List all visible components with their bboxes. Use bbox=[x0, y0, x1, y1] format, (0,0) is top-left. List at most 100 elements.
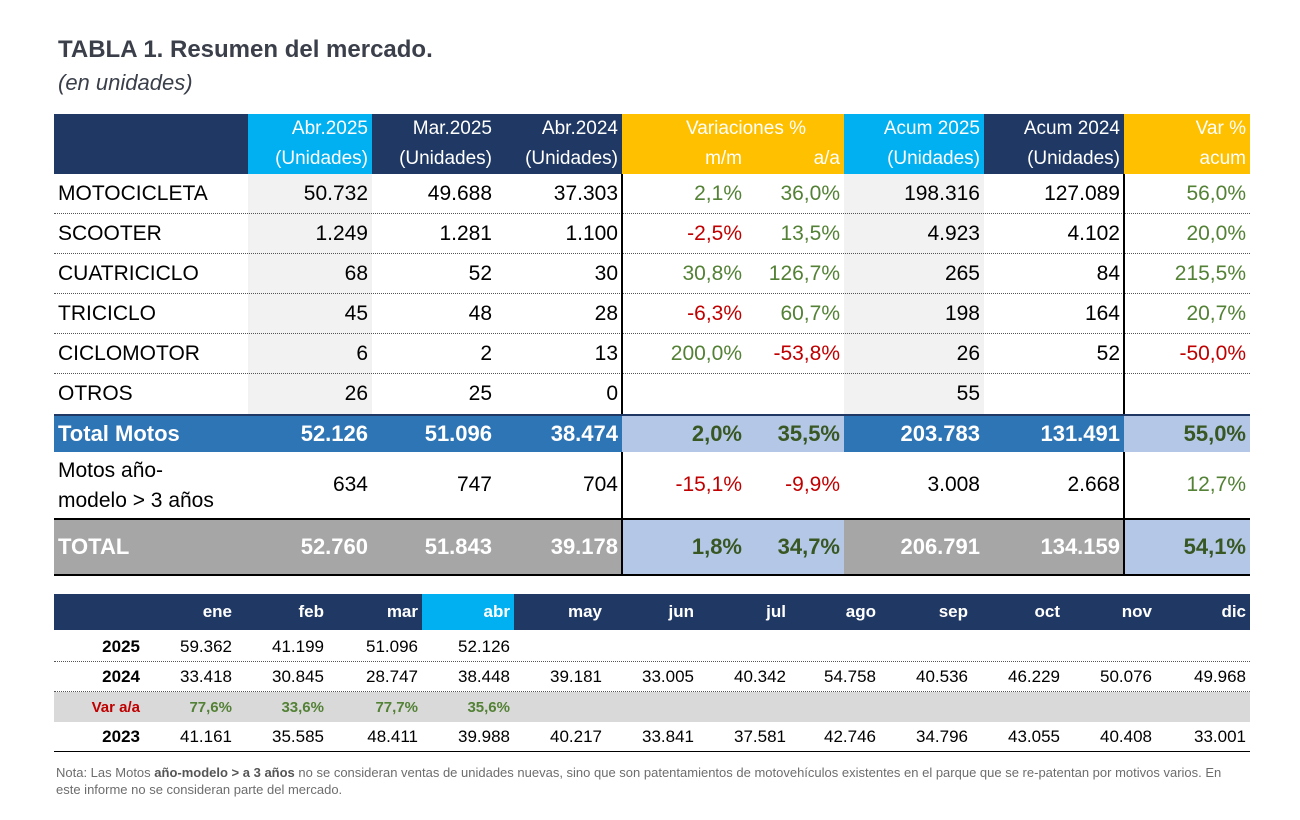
month-header: mar bbox=[386, 602, 418, 621]
cell-mar2025: 25 bbox=[468, 382, 492, 405]
month-value: 33.418 bbox=[180, 667, 232, 686]
cell-acum2024: 134.159 bbox=[1040, 534, 1120, 559]
header-varacum: Var % acum bbox=[1124, 114, 1250, 174]
cell-abr2025: 26 bbox=[344, 382, 368, 405]
cell-acum2025: 206.791 bbox=[900, 534, 980, 559]
month-header: ago bbox=[845, 602, 876, 621]
cell-abr2024: 30 bbox=[594, 261, 618, 285]
cell-mar2025: 747 bbox=[456, 473, 492, 496]
cell-varacum: 20,7% bbox=[1186, 301, 1246, 325]
cell-aa: 60,7% bbox=[780, 301, 840, 325]
monthly-header: ene feb mar abr may jun jul ago sep oct … bbox=[54, 594, 1250, 630]
cell-mar2025: 48 bbox=[468, 301, 492, 325]
highlight-abr bbox=[422, 594, 514, 630]
cell-varacum: 54,1% bbox=[1124, 520, 1250, 574]
row-label: CUATRICICLO bbox=[58, 261, 199, 285]
cell-acum2024: 84 bbox=[1096, 261, 1120, 285]
month-value: 38.448 bbox=[458, 667, 510, 686]
cell-acum2025: 203.783 bbox=[900, 421, 980, 446]
cell-abr2025: 52.760 bbox=[300, 534, 368, 559]
row-label: Motos año- modelo > 3 años bbox=[58, 459, 214, 512]
cell-aa: 126,7% bbox=[768, 261, 840, 285]
row-label: 2024 bbox=[102, 667, 140, 686]
separator-line bbox=[621, 452, 623, 520]
cell-acum2025: 198 bbox=[944, 301, 980, 325]
row-label: CICLOMOTOR bbox=[58, 341, 200, 365]
cell-abr2024: 39.178 bbox=[550, 534, 618, 559]
table-header: Abr.2025 (Unidades) Mar.2025 (Unidades) … bbox=[54, 114, 1250, 174]
cell-mm bbox=[622, 374, 746, 414]
cell-mm: 2,1% bbox=[694, 181, 742, 205]
cell-acum2025: 55 bbox=[956, 382, 980, 405]
cell-mm: -6,3% bbox=[687, 301, 742, 325]
month-header: dic bbox=[1221, 602, 1246, 621]
cell-mm: 200,0% bbox=[670, 341, 742, 365]
footnote: Nota: Las Motos año-modelo > a 3 años no… bbox=[56, 765, 1222, 797]
month-value: 42.746 bbox=[824, 727, 876, 746]
cell-aa: -9,9% bbox=[785, 473, 840, 496]
month-value: 35,6% bbox=[467, 698, 510, 716]
cell-varacum: 55,0% bbox=[1124, 416, 1250, 452]
cell-aa: 35,5% bbox=[746, 416, 844, 452]
row-label: Var a/a bbox=[91, 698, 140, 716]
header-acum2024: Acum 2024 (Unidades) bbox=[1023, 118, 1120, 169]
table-row: OTROS 26 25 0 55 bbox=[54, 374, 1250, 414]
month-header: jun bbox=[668, 602, 695, 621]
month-header: jul bbox=[766, 602, 786, 621]
row-label: TRICICLO bbox=[58, 301, 157, 325]
cell-abr2024: 37.303 bbox=[553, 181, 618, 205]
table-row: TRICICLO 45 48 28 -6,3% 60,7% 198 164 20… bbox=[54, 294, 1250, 334]
month-value: 43.055 bbox=[1008, 727, 1060, 746]
month-value: 77,7% bbox=[375, 698, 418, 716]
month-value: 28.747 bbox=[366, 667, 418, 686]
month-value: 49.968 bbox=[1194, 667, 1246, 686]
row-label: Total Motos bbox=[58, 421, 180, 446]
month-header: abr bbox=[483, 602, 510, 621]
cell-mm: 1,8% bbox=[622, 520, 746, 574]
cell-varacum bbox=[1124, 374, 1250, 414]
header-abr2024: Abr.2024 (Unidades) bbox=[525, 118, 618, 169]
month-value: 33.841 bbox=[642, 727, 694, 746]
cell-acum2024: 131.491 bbox=[1040, 421, 1120, 446]
row-label: OTROS bbox=[58, 382, 133, 405]
month-value: 33.005 bbox=[642, 667, 694, 686]
month-value: 39.988 bbox=[458, 727, 510, 746]
header-mm: m/m bbox=[705, 148, 742, 169]
cell-abr2025: 68 bbox=[344, 261, 368, 285]
separator-line bbox=[621, 174, 623, 414]
cell-acum2025: 265 bbox=[944, 261, 980, 285]
cell-mm: 30,8% bbox=[682, 261, 742, 285]
month-value: 48.411 bbox=[367, 727, 418, 746]
month-value: 30.845 bbox=[272, 667, 324, 686]
header-mar2025: Mar.2025 (Unidades) bbox=[399, 118, 492, 169]
cell-abr2025: 45 bbox=[344, 301, 368, 325]
cell-mm: -2,5% bbox=[687, 221, 742, 245]
header-variaciones-block bbox=[622, 114, 844, 174]
table-row: SCOOTER 1.249 1.281 1.100 -2,5% 13,5% 4.… bbox=[54, 214, 1250, 254]
cell-mm: -15,1% bbox=[675, 473, 742, 496]
month-header: oct bbox=[1034, 602, 1061, 621]
total-row: TOTAL 52.760 51.843 39.178 1,8% 34,7% 20… bbox=[54, 520, 1250, 576]
separator-line bbox=[1123, 174, 1125, 414]
month-value: 40.217 bbox=[550, 727, 602, 746]
cell-varacum: 12,7% bbox=[1186, 473, 1246, 496]
cell-acum2024: 52 bbox=[1096, 341, 1120, 365]
month-value: 40.408 bbox=[1100, 727, 1152, 746]
page-subtitle: (en unidades) bbox=[58, 70, 193, 95]
row-label: 2025 bbox=[102, 637, 140, 656]
month-value: 33,6% bbox=[281, 698, 324, 716]
separator-line bbox=[621, 520, 623, 576]
cell-mar2025: 49.688 bbox=[427, 181, 492, 205]
monthly-row-2023: 2023 41.161 35.585 48.411 39.988 40.217 … bbox=[54, 722, 1250, 752]
table-row: CUATRICICLO 68 52 30 30,8% 126,7% 265 84… bbox=[54, 254, 1250, 294]
cell-abr2024: 28 bbox=[594, 301, 618, 325]
table-row: MOTOCICLETA 50.732 49.688 37.303 2,1% 36… bbox=[54, 174, 1250, 214]
month-value: 50.076 bbox=[1100, 667, 1152, 686]
cell-varacum: 56,0% bbox=[1186, 181, 1246, 205]
cell-aa: 34,7% bbox=[746, 520, 844, 574]
month-header: ene bbox=[202, 602, 232, 621]
cell-varacum: 215,5% bbox=[1174, 261, 1246, 285]
month-value: 41.199 bbox=[272, 637, 324, 656]
cell-acum2024: 4.102 bbox=[1067, 221, 1120, 245]
month-value: 59.362 bbox=[180, 637, 232, 656]
